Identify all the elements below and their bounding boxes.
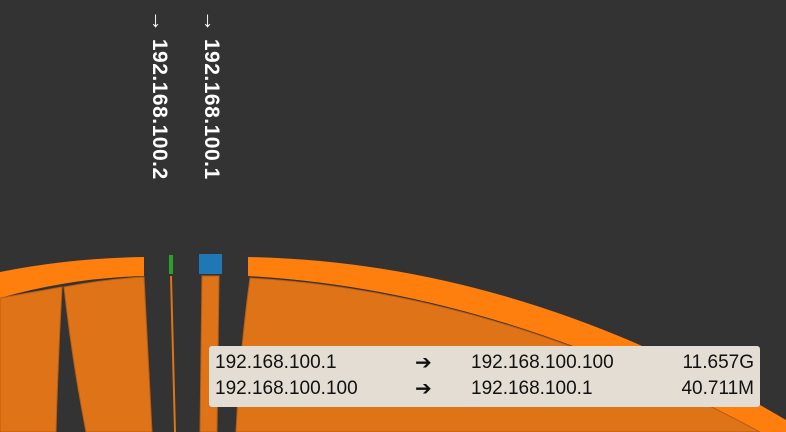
group-arc-host-1[interactable] bbox=[199, 254, 222, 274]
tooltip-source: 192.168.100.1 bbox=[215, 352, 337, 373]
tooltip-row: 192.168.100.100 ➔ 192.168.100.1 40.711M bbox=[215, 376, 754, 402]
ribbon-left-outer[interactable] bbox=[0, 286, 63, 432]
ribbon-left-inner[interactable] bbox=[63, 276, 153, 432]
tooltip-source: 192.168.100.100 bbox=[215, 378, 358, 399]
arrow-icon: → bbox=[199, 10, 224, 33]
flow-tooltip: 192.168.100.1 ➔ 192.168.100.100 11.657G … bbox=[209, 346, 760, 407]
right-arrow-icon: ➔ bbox=[415, 352, 432, 374]
group-arc-left[interactable] bbox=[0, 257, 144, 298]
right-arrow-icon: ➔ bbox=[415, 378, 432, 400]
group-arc-right[interactable] bbox=[248, 257, 786, 432]
tooltip-destination: 192.168.100.1 bbox=[471, 378, 593, 399]
tooltip-value: 40.711M bbox=[681, 378, 754, 399]
host-label-192-168-100-1: → 192.168.100.1 bbox=[199, 10, 224, 180]
host-label-192-168-100-2: → 192.168.100.2 bbox=[147, 10, 172, 180]
tooltip-destination: 192.168.100.100 bbox=[471, 352, 614, 373]
tooltip-value: 11.657G bbox=[682, 352, 754, 373]
ribbon-host-2[interactable] bbox=[170, 276, 176, 432]
host-label-text: 192.168.100.2 bbox=[148, 38, 171, 180]
group-arc-host-2[interactable] bbox=[169, 255, 173, 274]
arrow-icon: → bbox=[147, 10, 172, 33]
host-label-text: 192.168.100.1 bbox=[200, 38, 223, 180]
tooltip-row: 192.168.100.1 ➔ 192.168.100.100 11.657G bbox=[215, 350, 754, 376]
